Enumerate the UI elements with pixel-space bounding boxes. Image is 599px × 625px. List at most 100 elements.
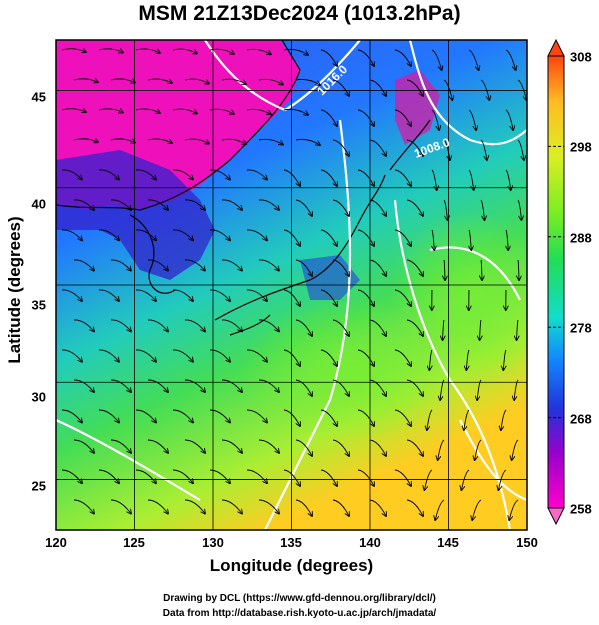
streamline bbox=[431, 529, 432, 530]
streamline bbox=[98, 409, 119, 423]
streamline bbox=[369, 79, 386, 96]
streamline bbox=[184, 319, 205, 331]
streamline bbox=[517, 79, 526, 100]
plot-frame bbox=[55, 39, 528, 531]
streamline bbox=[258, 379, 279, 392]
streamline bbox=[406, 79, 423, 96]
x-tick-label: 145 bbox=[437, 535, 459, 550]
chart-title: MSM 21Z13Dec2024 (1013.2hPa) bbox=[138, 2, 461, 25]
streamline bbox=[98, 49, 123, 53]
streamline bbox=[369, 139, 386, 156]
streamline bbox=[73, 379, 94, 392]
streamline bbox=[332, 199, 349, 216]
streamline bbox=[135, 469, 156, 483]
streamline bbox=[61, 109, 86, 112]
streamline bbox=[357, 49, 374, 66]
streamline bbox=[320, 169, 337, 186]
x-tick-label: 150 bbox=[516, 535, 538, 550]
streamline bbox=[506, 229, 508, 250]
streamline bbox=[61, 169, 82, 180]
streamline bbox=[98, 469, 119, 483]
streamline bbox=[110, 379, 131, 392]
streamline bbox=[424, 469, 433, 490]
streamline bbox=[394, 109, 411, 126]
streamline bbox=[295, 379, 312, 396]
streamline bbox=[110, 439, 131, 453]
streamline bbox=[475, 439, 482, 460]
streamline bbox=[320, 349, 337, 366]
streamline bbox=[147, 259, 168, 271]
streamline bbox=[514, 379, 519, 400]
streamline bbox=[61, 229, 82, 240]
streamline bbox=[246, 108, 271, 114]
streamline bbox=[247, 529, 251, 530]
streamline bbox=[440, 379, 445, 400]
streamline bbox=[258, 319, 279, 331]
streamline bbox=[443, 199, 447, 220]
streamline bbox=[246, 349, 267, 362]
y-tick-label: 40 bbox=[31, 196, 46, 212]
streamline bbox=[147, 199, 168, 210]
streamline bbox=[295, 499, 312, 516]
streamline bbox=[432, 229, 434, 250]
streamline bbox=[406, 319, 423, 336]
streamline bbox=[406, 259, 423, 276]
streamline bbox=[320, 409, 337, 426]
streamline bbox=[427, 409, 433, 430]
streamline bbox=[394, 349, 411, 366]
streamline bbox=[147, 379, 168, 392]
streamline bbox=[147, 499, 168, 514]
colorbar-tick-label: 258 bbox=[570, 501, 592, 517]
streamline bbox=[283, 48, 308, 55]
streamline bbox=[209, 108, 234, 114]
streamline bbox=[135, 229, 156, 240]
colorbar-min-arrow bbox=[547, 507, 565, 526]
streamline bbox=[395, 529, 398, 530]
streamline bbox=[503, 349, 507, 370]
streamline bbox=[477, 379, 482, 400]
x-tick-label: 130 bbox=[202, 535, 224, 550]
streamline bbox=[283, 469, 300, 486]
streamline bbox=[435, 499, 445, 520]
streamline bbox=[184, 199, 205, 210]
streamline bbox=[431, 49, 442, 70]
streamline bbox=[110, 199, 131, 210]
streamline bbox=[357, 169, 374, 186]
streamline bbox=[505, 49, 516, 70]
streamline bbox=[135, 289, 156, 301]
streamline bbox=[369, 259, 386, 276]
streamline bbox=[184, 499, 205, 514]
streamline bbox=[283, 229, 300, 246]
streamline bbox=[332, 139, 349, 156]
colorbar-max-arrow bbox=[547, 38, 565, 57]
streamline bbox=[320, 229, 337, 246]
streamline bbox=[172, 108, 197, 113]
streamline bbox=[518, 259, 519, 280]
streamline bbox=[135, 169, 156, 180]
streamline bbox=[73, 139, 98, 142]
x-axis-label: Longitude (degrees) bbox=[209, 556, 374, 575]
streamline bbox=[110, 79, 135, 83]
streamline bbox=[184, 78, 209, 84]
streamline bbox=[246, 229, 267, 240]
streamline bbox=[258, 259, 279, 271]
streamline bbox=[332, 439, 349, 456]
streamline bbox=[295, 439, 312, 456]
colorbar-tick-label: 308 bbox=[570, 49, 592, 65]
streamline bbox=[246, 48, 271, 54]
streamline bbox=[394, 289, 411, 306]
streamline bbox=[468, 529, 469, 530]
streamline bbox=[394, 49, 411, 66]
streamline bbox=[369, 499, 386, 516]
streamline bbox=[172, 289, 193, 301]
streamline bbox=[357, 109, 374, 126]
streamline bbox=[221, 138, 246, 144]
streamline bbox=[295, 199, 312, 216]
streamline bbox=[246, 169, 267, 180]
x-tick-label: 120 bbox=[45, 535, 67, 550]
streamline bbox=[172, 469, 193, 483]
streamline bbox=[246, 289, 267, 301]
streamline bbox=[258, 499, 279, 514]
streamline bbox=[98, 229, 119, 240]
streamline bbox=[221, 78, 246, 84]
